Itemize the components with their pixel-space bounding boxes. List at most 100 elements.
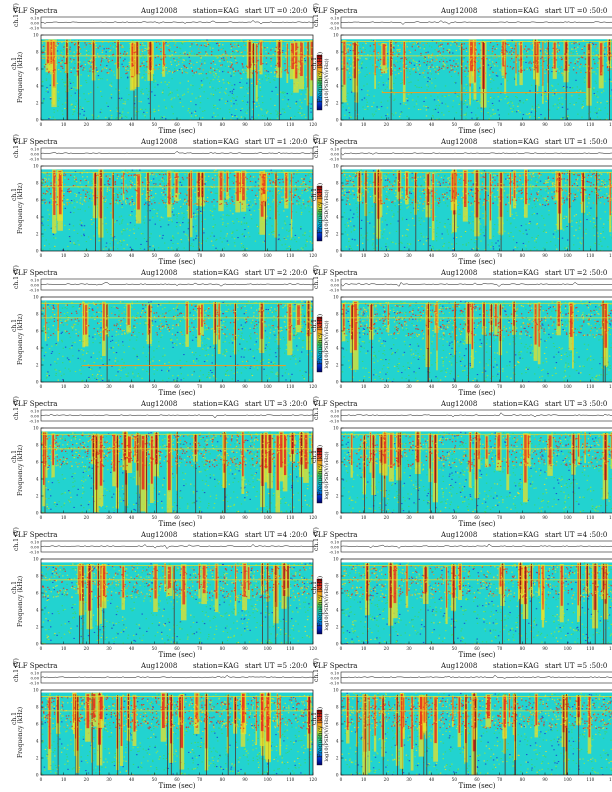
spectral-cell [69, 211, 72, 213]
spectral-cell [529, 117, 531, 119]
high-band-cell [576, 42, 579, 44]
high-band-cell [61, 59, 63, 62]
spectral-cell [201, 117, 204, 119]
x-tick-label: 80 [520, 122, 526, 127]
spectral-cell [194, 238, 197, 240]
spectral-cell [160, 59, 163, 61]
high-band-cell [53, 70, 56, 72]
spectral-cell [199, 207, 201, 209]
spectral-cell [41, 40, 43, 42]
high-band-cell [261, 183, 264, 185]
high-band-cell [96, 172, 98, 174]
spectral-cell [63, 81, 65, 83]
high-band-cell [456, 43, 458, 45]
spectral-cell [600, 109, 602, 111]
high-band-cell [488, 50, 490, 52]
spectral-cell [425, 115, 428, 117]
high-band-cell [117, 175, 120, 177]
high-band-cell [501, 49, 503, 51]
spectral-cell [399, 61, 402, 63]
high-band-cell [353, 42, 356, 44]
spectral-cell [174, 42, 177, 44]
y-tick-label: 6 [36, 67, 39, 72]
high-band-cell [230, 47, 232, 49]
high-band-cell [175, 178, 177, 180]
spectral-cell [232, 220, 234, 222]
high-band-cell [362, 47, 364, 49]
high-band-cell [446, 61, 448, 63]
high-band-cell [277, 62, 279, 65]
spectral-cell [406, 70, 408, 72]
high-band-cell [222, 44, 224, 46]
spectral-cell [397, 69, 399, 71]
spectral-cell [127, 76, 129, 78]
spectral-cell [295, 187, 297, 189]
spectral-cell [578, 98, 580, 100]
high-band-cell [205, 181, 207, 183]
spectral-cell [70, 104, 72, 106]
spectral-cell [297, 249, 299, 251]
spectral-cell [171, 78, 173, 80]
spectral-cell [412, 99, 414, 101]
spectral-cell [447, 233, 449, 235]
high-band-cell [189, 46, 191, 48]
spectral-cell [165, 118, 167, 120]
high-band-cell [274, 48, 276, 50]
high-band-cell [356, 43, 359, 45]
high-band-cell [186, 53, 189, 56]
high-band-cell [216, 201, 218, 203]
spectral-cell [463, 87, 465, 89]
x-tick-label: 90 [242, 253, 248, 258]
high-band-cell [352, 43, 354, 45]
high-band-cell [575, 50, 578, 52]
high-band-cell [595, 54, 597, 56]
spectral-cell [179, 52, 181, 54]
high-band-cell [307, 189, 309, 192]
spectral-cell [162, 93, 164, 95]
high-band-cell [291, 54, 294, 56]
spectral-cell [167, 224, 170, 226]
spectral-cell [551, 59, 553, 61]
colorbar-label: log10(PSD(V/√Hz)) [323, 58, 330, 106]
spectral-cell [217, 87, 219, 89]
high-band-cell [184, 198, 186, 200]
spectral-cell [392, 90, 394, 92]
high-band-cell [105, 175, 107, 177]
high-band-cell [560, 66, 563, 68]
spectral-cell [266, 79, 268, 81]
spectral-cell [162, 234, 164, 236]
spectral-cell [121, 115, 123, 117]
spectral-cell [159, 48, 161, 50]
spectral-cell [579, 186, 582, 188]
spectral-cell [233, 189, 235, 191]
spectral-cell [269, 61, 272, 63]
spectral-cell [160, 117, 162, 119]
high-band-cell [85, 44, 87, 46]
high-band-cell [182, 59, 184, 61]
high-band-cell [423, 48, 425, 50]
high-band-cell [270, 65, 272, 67]
spectral-cell [456, 59, 458, 61]
spectral-cell [557, 72, 560, 74]
high-band-cell [130, 180, 132, 182]
high-band-cell [123, 192, 125, 194]
high-band-cell [530, 43, 532, 45]
high-band-cell [211, 186, 213, 188]
spectral-cell [214, 224, 216, 226]
spectral-cell [195, 196, 197, 198]
high-band-cell [294, 190, 296, 192]
spectral-cell [369, 58, 371, 60]
spectral-cell [74, 174, 76, 176]
high-band-cell [201, 63, 203, 65]
spectral-cell [269, 81, 271, 83]
high-band-cell [188, 177, 190, 179]
high-band-cell [125, 73, 127, 75]
spectral-cell [153, 183, 155, 185]
spectral-cell [195, 115, 197, 117]
high-band-cell [392, 54, 394, 56]
spectral-cell [43, 245, 46, 247]
high-band-cell [227, 185, 230, 187]
high-band-cell [443, 57, 445, 59]
spectral-cell [459, 102, 461, 104]
spectral-cell [180, 206, 182, 208]
